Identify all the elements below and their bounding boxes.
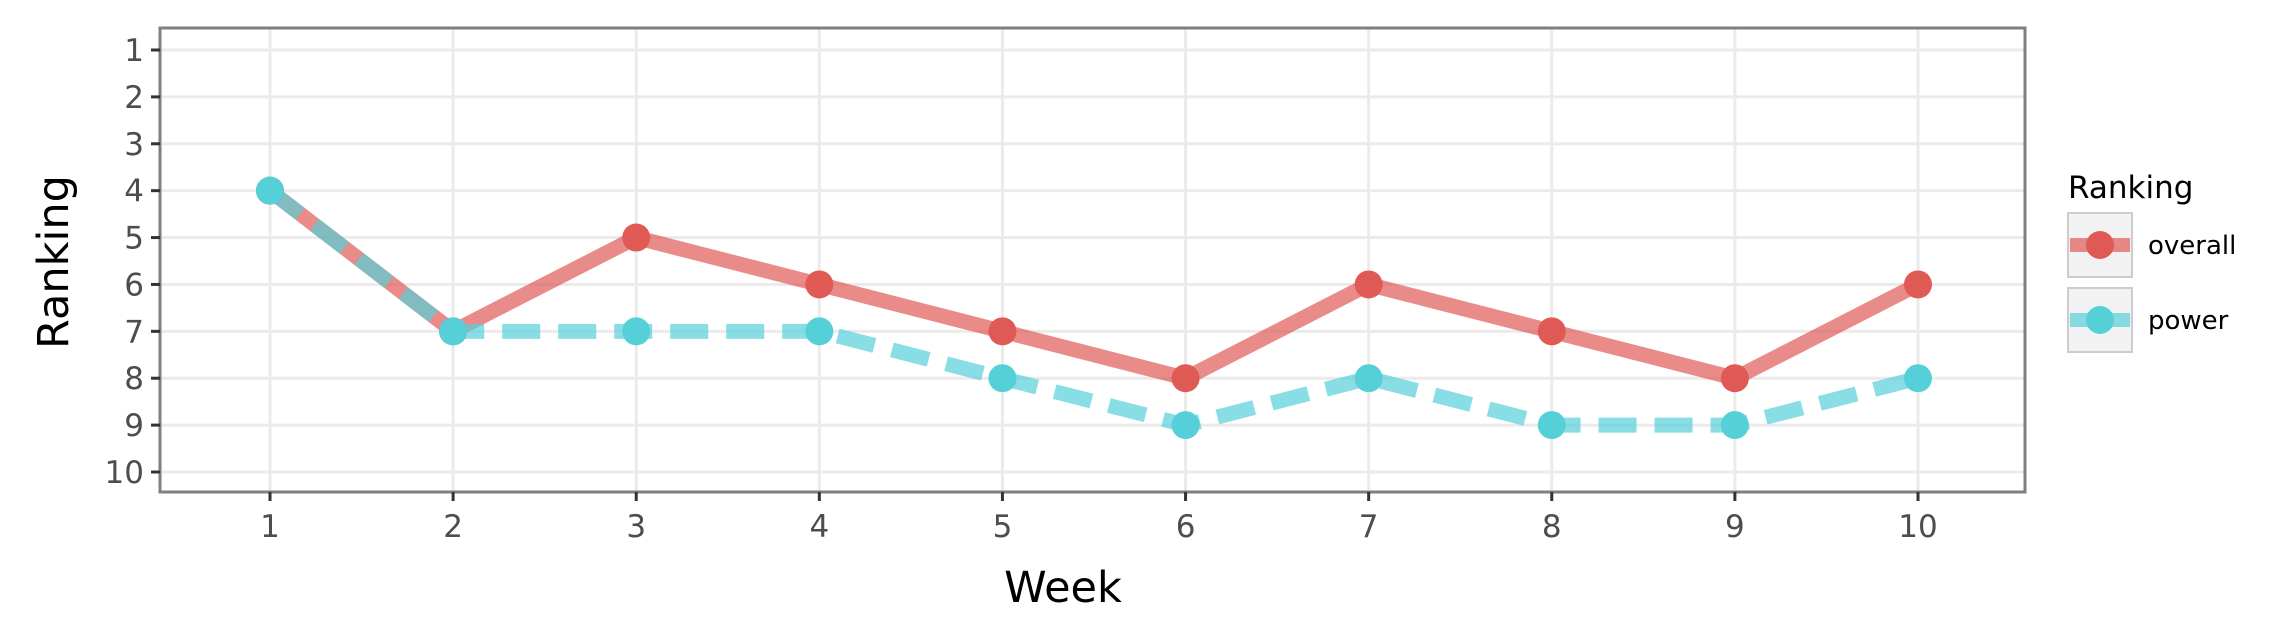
data-point-power (1904, 364, 1932, 393)
x-tick-label: 2 (443, 509, 463, 545)
y-tick-label: 9 (124, 408, 144, 444)
series-lines (265, 184, 1922, 433)
x-tick-label: 3 (626, 509, 646, 545)
x-tick-label: 1 (260, 509, 280, 545)
data-point-overall (805, 270, 834, 299)
data-point-overall (988, 317, 1017, 346)
data-point-power (1720, 411, 1749, 440)
legend-key-point (2086, 231, 2114, 259)
x-tick-label: 6 (1176, 509, 1196, 545)
y-tick-label: 6 (124, 267, 144, 303)
y-tick-label: 4 (124, 174, 144, 210)
legend-label: overall (2148, 231, 2236, 261)
legend-label: power (2148, 306, 2229, 336)
legend-item-power: power (2067, 287, 2229, 353)
legend-items: overall power (2067, 212, 2236, 353)
data-point-power (1354, 364, 1383, 393)
data-point-power (1537, 411, 1566, 440)
x-tick-label: 9 (1725, 509, 1745, 545)
y-tick-label: 7 (124, 314, 144, 350)
legend: Ranking overall power (2067, 170, 2236, 353)
series-points (256, 176, 1932, 440)
data-point-power (256, 176, 284, 205)
data-point-overall (1904, 270, 1932, 299)
y-tick-label: 3 (124, 127, 144, 163)
series-line-overall (265, 184, 1922, 386)
data-point-power (622, 317, 651, 346)
y-tick-label: 5 (124, 221, 144, 257)
legend-title: Ranking (2068, 170, 2193, 206)
x-axis: 1 2 3 4 5 6 7 8 9 10 (260, 492, 1938, 545)
x-tick-label: 10 (1898, 509, 1937, 545)
y-tick-label: 8 (124, 361, 144, 397)
data-point-overall (1720, 364, 1749, 393)
x-tick-label: 5 (993, 509, 1013, 545)
data-point-overall (1354, 270, 1383, 299)
data-point-overall (622, 223, 651, 252)
data-point-power (439, 317, 468, 346)
data-point-power (1171, 411, 1200, 440)
data-point-power (988, 364, 1017, 393)
plot-border (158, 26, 2027, 494)
x-tick-label: 8 (1542, 509, 1562, 545)
y-tick-label: 10 (105, 455, 144, 491)
y-axis-title: Ranking (29, 175, 79, 349)
y-tick-label: 1 (124, 33, 144, 69)
legend-key-point (2086, 306, 2114, 334)
plot-panel (160, 28, 2025, 492)
x-axis-title: Week (1004, 563, 1122, 613)
y-axis: 1 2 3 4 5 6 7 8 9 10 (105, 33, 160, 491)
data-point-power (805, 317, 834, 346)
data-point-overall (1537, 317, 1566, 346)
x-tick-label: 4 (809, 509, 829, 545)
x-tick-label: 7 (1359, 509, 1379, 545)
data-point-overall (1171, 364, 1200, 393)
y-tick-label: 2 (124, 80, 144, 116)
legend-item-overall: overall (2067, 212, 2236, 278)
